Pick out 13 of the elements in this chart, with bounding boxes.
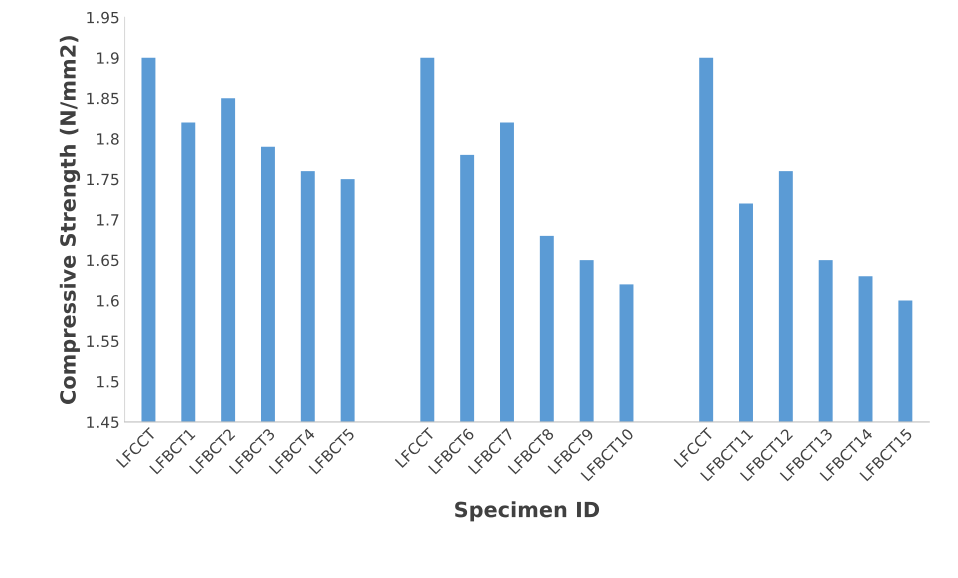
y-tick-label: 1.65 (87, 254, 118, 266)
y-tick-label: 1.6 (97, 295, 119, 307)
y-tick-label: 1.8 (97, 133, 119, 145)
y-tick-label: 1.85 (87, 92, 118, 104)
x-axis-title: Specimen ID (455, 501, 600, 522)
y-tick-label: 1.55 (87, 336, 118, 348)
y-tick-label: 1.75 (87, 174, 118, 186)
y-tick-label: 1.95 (87, 12, 118, 24)
y-tick-label: 1.5 (97, 376, 118, 388)
y-tick-label: 1.7 (97, 214, 118, 226)
y-tick-label: 1.9 (97, 52, 119, 64)
y-axis-title: Compressive Strength (N/mm2) (60, 36, 80, 404)
y-tick-label: 1.45 (87, 416, 118, 428)
